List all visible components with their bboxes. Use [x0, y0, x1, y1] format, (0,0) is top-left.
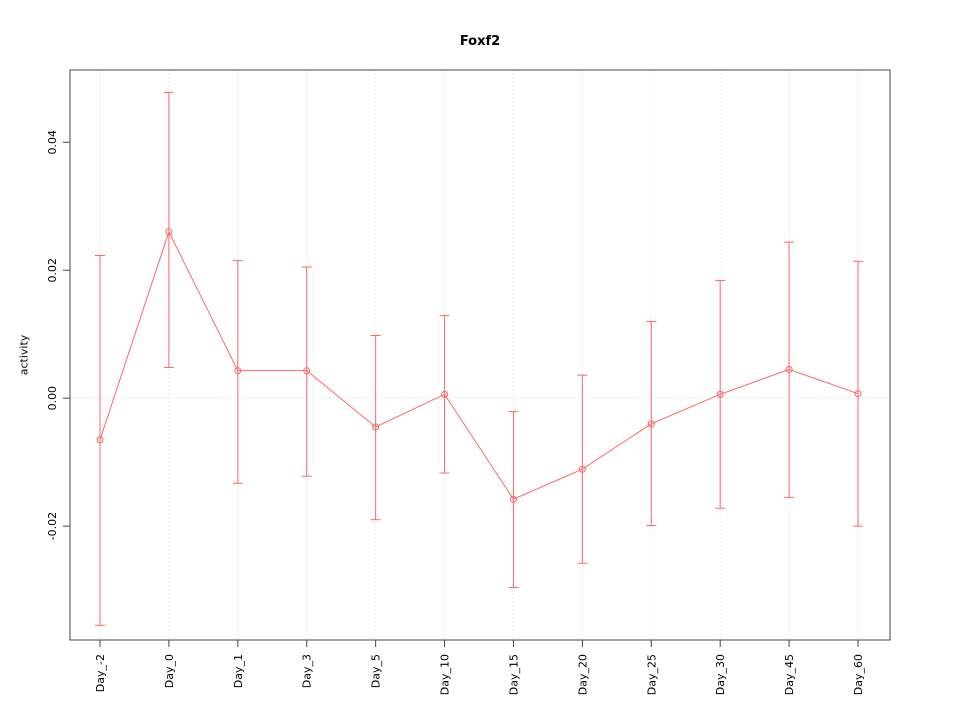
- data-point: [716, 390, 724, 398]
- chart-title: Foxf2: [459, 34, 501, 49]
- data-point: [647, 420, 655, 428]
- data-points: [96, 228, 862, 503]
- x-tick-label: Day_3: [301, 654, 314, 688]
- x-tick-label: Day_-2: [94, 654, 107, 692]
- x-tick-label: Day_1: [232, 654, 245, 688]
- x-axis: Day_-2 Day_0 Day_1 Day_3 Day_5 Day_10 Day_15 Da…: [94, 640, 865, 695]
- data-point: [372, 423, 380, 431]
- y-tick-label: 0.02: [46, 258, 59, 283]
- y-axis: -0.02 0.00 0.02 0.04: [46, 130, 70, 540]
- data-point: [165, 228, 173, 236]
- x-tick-label: Day_20: [576, 654, 589, 695]
- x-tick-label: Day_45: [783, 654, 796, 695]
- data-point: [854, 390, 862, 398]
- x-tick-label: Day_25: [645, 654, 658, 695]
- data-point: [441, 390, 449, 398]
- data-point: [509, 495, 517, 503]
- series-line: [99, 230, 859, 500]
- x-tick-label: Day_5: [370, 654, 383, 688]
- x-tick-label: Day_60: [852, 654, 865, 695]
- data-point: [96, 436, 104, 444]
- y-tick-label: 0.00: [46, 386, 59, 411]
- data-point: [578, 465, 586, 473]
- data-point: [303, 367, 311, 375]
- data-point: [234, 367, 242, 375]
- x-tick-label: Day_15: [507, 654, 520, 695]
- x-tick-label: Day_30: [714, 654, 727, 695]
- y-tick-label: -0.02: [46, 512, 59, 540]
- y-tick-label: 0.04: [46, 130, 59, 155]
- x-tick-label: Day_10: [439, 654, 452, 695]
- x-tick-label: Day_0: [163, 654, 176, 688]
- error-bars: [95, 91, 863, 626]
- data-point: [785, 365, 793, 373]
- plot-border: [69, 69, 891, 641]
- grid: [70, 70, 890, 640]
